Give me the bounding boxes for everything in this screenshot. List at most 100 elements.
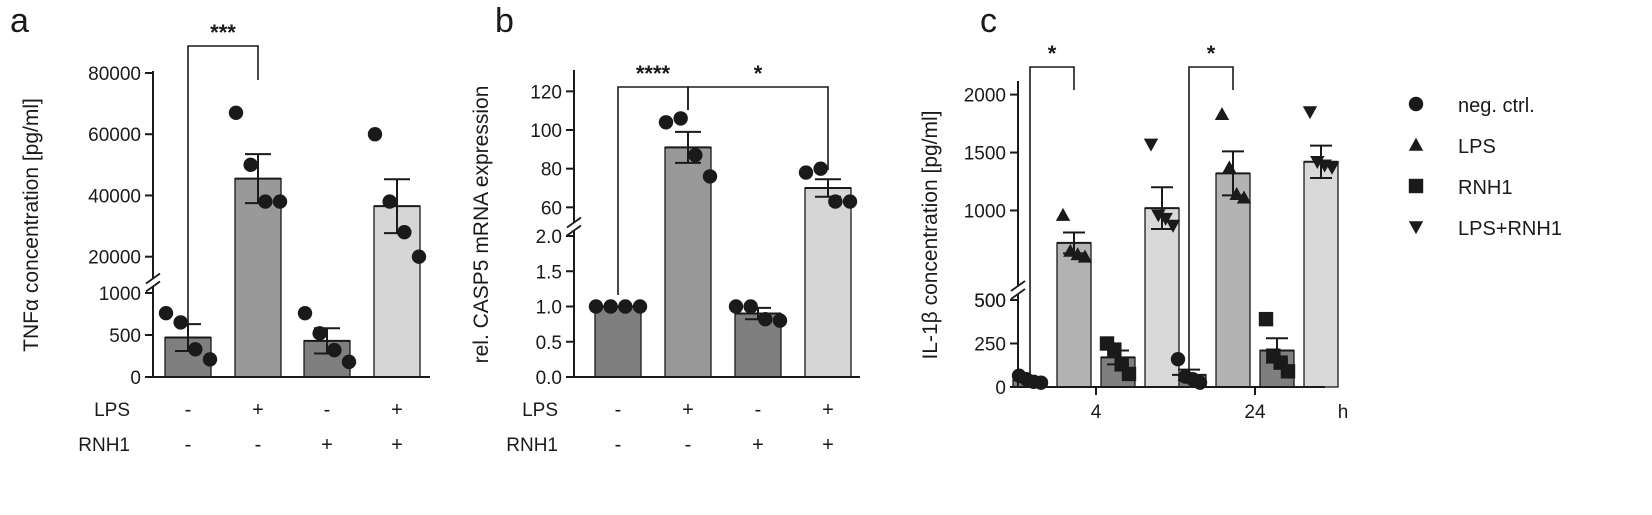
panel-c-data-point (1165, 219, 1181, 233)
panel-b-bar (804, 187, 852, 378)
panel-c-x-tick-label: 24 (1244, 402, 1266, 423)
panel-a-data-point (158, 305, 174, 321)
panel-c-x-unit-label: h (1338, 402, 1349, 423)
panel-b-significance-bracket (687, 86, 829, 170)
panel-c-data-point (1158, 212, 1173, 226)
panel-b-condition-sign: - (615, 434, 622, 456)
panel-a-axis-break-mark (145, 280, 161, 293)
legend-marker-triangle-up (1408, 137, 1424, 151)
panel-b-condition-label: LPS (522, 400, 558, 421)
panel-c-y-tick-label: 1000 (964, 201, 1006, 222)
panel-b-data-point (728, 299, 744, 314)
panel-c-significance-label: * (1207, 41, 1216, 66)
panel-b-data-point (828, 194, 843, 209)
panel-a-data-point (367, 127, 383, 142)
panel-b-data-point (632, 299, 648, 314)
panel-a-data-point (228, 105, 244, 121)
panel-b-y-tick-label: 1.5 (536, 262, 562, 283)
panel-a-data-point (188, 342, 203, 357)
legend-marker-triangle-down (1408, 221, 1424, 235)
panel-c-x-tick-label: 4 (1091, 402, 1102, 423)
panel-b-data-point (688, 147, 703, 163)
panel-a-condition-sign: + (391, 399, 403, 421)
panel-b-bar (594, 305, 642, 378)
panel-b-y-tick-label: 0.0 (536, 368, 562, 389)
panel-b-condition-sign: - (685, 434, 692, 456)
panel-b-y-tick-label: 1.0 (536, 298, 562, 319)
legend-label: neg. ctrl. (1458, 95, 1535, 117)
panel-a-data-point (243, 157, 258, 173)
panel-c-significance-bracket (1029, 66, 1075, 375)
panel-b-data-point (758, 311, 773, 327)
panel-c-data-point (1107, 342, 1122, 357)
panel-a-condition-label: RNH1 (78, 435, 130, 456)
panel-c-y-tick-label: 500 (974, 291, 1006, 312)
panel-a-condition-sign: - (324, 399, 331, 421)
panel-letter-b: b (495, 2, 514, 40)
panel-b-data-point (618, 299, 633, 314)
panel-a-condition-sign: - (185, 434, 192, 456)
panel-c-y-tick-label: 250 (974, 335, 1006, 356)
panel-b-condition-sign: + (822, 399, 834, 421)
panel-a-data-point (297, 305, 313, 321)
panel-a-condition-sign: + (252, 399, 264, 421)
panel-c-axis-break-mark (1010, 288, 1026, 300)
legend-label: LPS (1458, 136, 1496, 158)
panel-c-data-point (1302, 106, 1318, 120)
panel-a-data-point (173, 315, 188, 330)
panel-c-data-point (1063, 243, 1078, 257)
panel-b-y-tick-label: 100 (530, 121, 562, 142)
panel-c-y-tick-label: 500 (974, 291, 1006, 312)
panel-a-data-point (411, 249, 427, 264)
panel-b-condition-sign: + (822, 434, 834, 456)
panel-c-data-point (1121, 366, 1137, 382)
panel-b-y-tick-label: 80 (541, 160, 562, 181)
panel-a-y-axis-title: TNFα concentration [pg/ml] (20, 98, 43, 352)
legend-label: LPS+RNH1 (1458, 218, 1562, 240)
panel-a-data-point (327, 342, 342, 358)
panel-b-data-point (673, 111, 688, 126)
panel-b-axis-break-mark (566, 224, 582, 237)
panel-a-data-point (272, 194, 288, 209)
panel-b-data-point (702, 169, 718, 184)
panel-b-data-point (813, 161, 828, 176)
panel-b-data-point (603, 299, 618, 314)
panel-c-data-point (1143, 138, 1159, 152)
panel-b-significance-label: * (754, 61, 763, 86)
panel-c-significance-label: * (1048, 41, 1057, 66)
panel-a-significance-bracket (187, 45, 259, 330)
panel-a-y-tick-label: 20000 (88, 248, 141, 269)
panel-b-y-tick-label: 120 (530, 82, 562, 103)
panel-a-condition-label: LPS (94, 400, 130, 421)
panel-a-y-tick-label: 1000 (99, 284, 141, 305)
panel-a-data-point (312, 326, 327, 341)
panel-c-y-tick-label: 0 (995, 378, 1006, 399)
panel-c-data-point (1055, 207, 1071, 221)
panel-b-y-axis-title: rel. CASP5 mRNA expression (470, 86, 493, 364)
panel-c-axis-break-mark (1010, 280, 1026, 292)
panel-letter-c: c (980, 2, 997, 40)
panel-a-data-point (397, 225, 412, 240)
panel-b-y-tick-label: 0.5 (536, 333, 562, 354)
panel-c-data-point (1151, 209, 1166, 223)
panel-c-legend: neg. ctrl. LPS RNH1 LPS+RNH1 (1408, 95, 1562, 240)
panel-b-data-point (798, 165, 814, 180)
panel-b-significance-label: **** (636, 61, 671, 86)
legend-label: RNH1 (1458, 177, 1512, 199)
panel-b-data-point (842, 194, 858, 209)
panel-b-bar (664, 146, 712, 378)
panel-b-y-tick-label: 60 (541, 198, 562, 219)
panel-c-data-point (1077, 249, 1093, 263)
panel-b-data-point (743, 299, 758, 314)
panel-c-bar (1056, 242, 1092, 388)
panel-c-y-tick-label: 1500 (964, 144, 1006, 165)
panel-letter-a: a (10, 2, 29, 40)
panel-a-significance-label: *** (210, 20, 236, 45)
panel-c-data-point (1170, 351, 1186, 367)
panel-c-bar (1215, 172, 1251, 388)
panel-b-condition-sign: - (755, 399, 762, 421)
panel-b-bar-chart: 0.0 0.5 1.0 1.5 2.0 60 80 100 120 rel. CASP5 mRNA… (470, 61, 860, 456)
panel-a-condition-sign: + (321, 434, 333, 456)
